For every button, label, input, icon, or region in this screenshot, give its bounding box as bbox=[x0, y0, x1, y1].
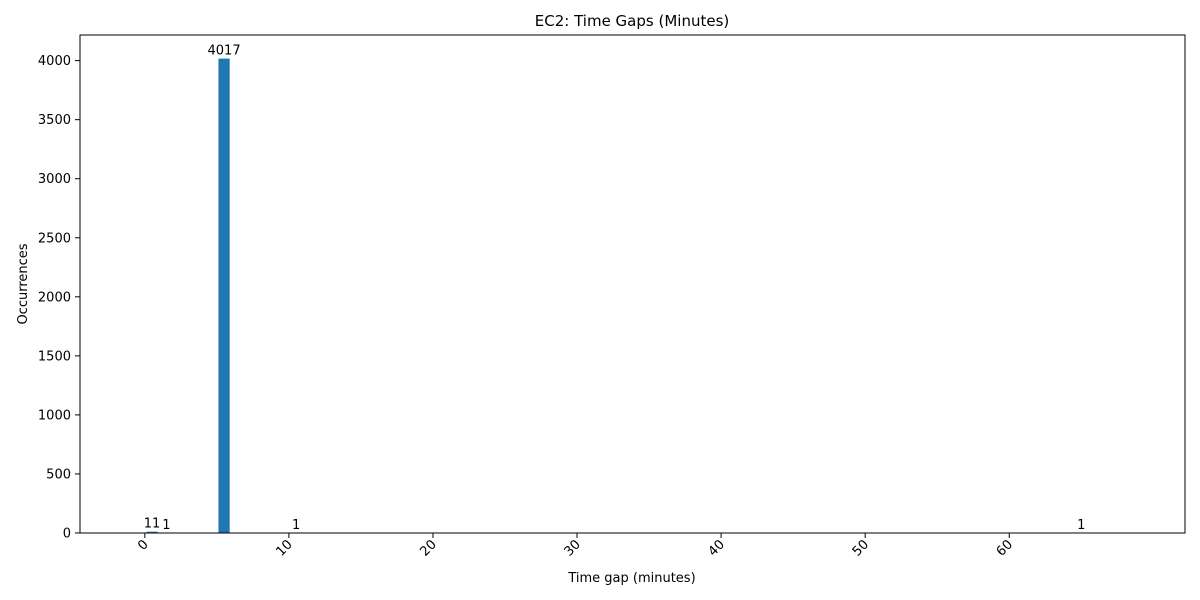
y-axis: 0 500 1000 1500 2000 2500 3000 3500 4000 bbox=[38, 54, 80, 542]
chart-title: EC2: Time Gaps (Minutes) bbox=[535, 12, 729, 30]
y-tick-label-0: 0 bbox=[63, 527, 71, 542]
bar-2 bbox=[218, 58, 230, 534]
axes-frame bbox=[79, 34, 1186, 534]
bar-0 bbox=[146, 531, 158, 533]
y-tick-label-8: 4000 bbox=[38, 54, 71, 69]
y-tick-label-6: 3000 bbox=[38, 172, 71, 187]
bar-value-label-1: 1 bbox=[162, 518, 170, 533]
bar-value-label-2: 4017 bbox=[208, 44, 241, 59]
x-axis-label: Time gap (minutes) bbox=[567, 571, 695, 586]
y-tick-label-3: 1500 bbox=[38, 349, 71, 364]
y-tick-label-5: 2500 bbox=[38, 231, 71, 246]
y-tick-label-7: 3500 bbox=[38, 113, 71, 128]
y-tick-label-4: 2000 bbox=[38, 290, 71, 305]
y-axis-label: Occurrences bbox=[16, 243, 31, 324]
y-tick-label-1: 500 bbox=[46, 467, 71, 482]
bar-value-label-3: 1 bbox=[292, 518, 300, 533]
bar-value-label-4: 1 bbox=[1077, 518, 1085, 533]
bar-value-label-0: 11 bbox=[144, 517, 161, 532]
y-tick-label-2: 1000 bbox=[38, 408, 71, 423]
